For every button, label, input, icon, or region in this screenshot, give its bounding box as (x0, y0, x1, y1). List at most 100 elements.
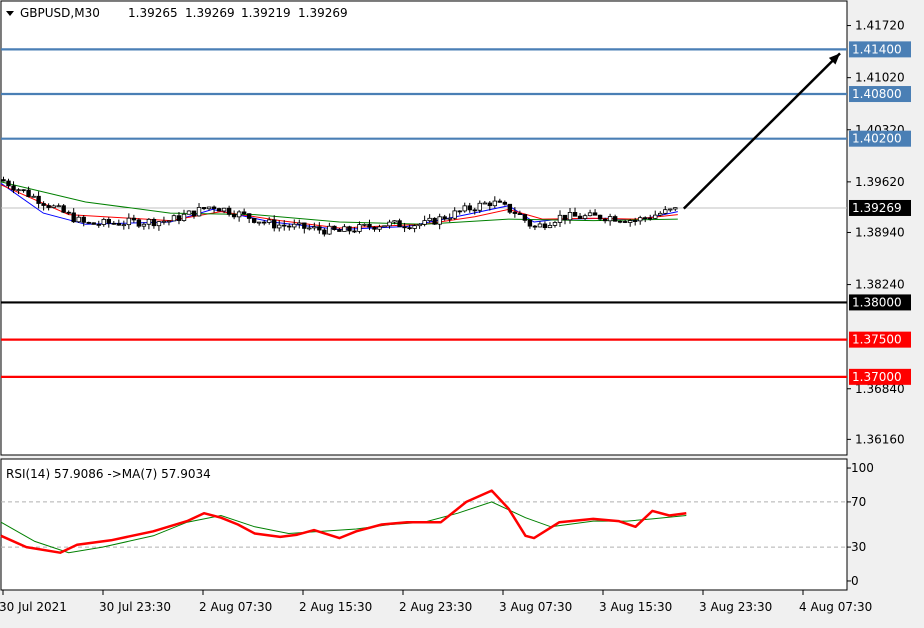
candle[interactable] (627, 218, 633, 227)
candle[interactable] (181, 209, 187, 222)
candle[interactable] (46, 203, 51, 211)
candle[interactable] (11, 181, 16, 194)
candle[interactable] (592, 209, 598, 216)
candle[interactable] (86, 221, 91, 224)
candle[interactable] (66, 210, 71, 215)
candle[interactable] (287, 223, 292, 231)
candle[interactable] (562, 214, 568, 225)
candle[interactable] (131, 214, 137, 223)
candle[interactable] (457, 210, 462, 215)
candle[interactable] (337, 227, 342, 232)
candle[interactable] (643, 216, 648, 223)
rsi-panel[interactable] (0, 458, 848, 591)
candle[interactable] (342, 224, 347, 232)
candle[interactable] (502, 200, 508, 206)
candle[interactable] (51, 204, 56, 209)
candle[interactable] (26, 186, 31, 198)
candle[interactable] (71, 208, 76, 223)
candle[interactable] (638, 215, 643, 225)
candle[interactable] (653, 210, 658, 219)
candle[interactable] (467, 202, 472, 213)
candle[interactable] (236, 210, 242, 222)
candle[interactable] (673, 207, 678, 212)
candle[interactable] (61, 203, 66, 214)
candle[interactable] (552, 220, 558, 228)
candle[interactable] (512, 207, 518, 218)
candle[interactable] (272, 215, 277, 232)
candle[interactable] (377, 224, 382, 232)
candle[interactable] (612, 214, 618, 222)
candle[interactable] (176, 212, 182, 225)
candle[interactable] (322, 228, 327, 237)
candle[interactable] (492, 196, 498, 209)
candle[interactable] (226, 205, 232, 217)
candle[interactable] (587, 209, 593, 217)
candle[interactable] (56, 203, 61, 208)
candle[interactable] (312, 222, 317, 231)
candle[interactable] (166, 220, 172, 226)
candle[interactable] (582, 213, 588, 221)
candle[interactable] (216, 207, 222, 212)
candle[interactable] (36, 191, 41, 209)
candle[interactable] (382, 225, 387, 228)
candle[interactable] (447, 213, 452, 223)
candle[interactable] (136, 218, 142, 229)
candle[interactable] (41, 201, 46, 211)
candle[interactable] (572, 207, 578, 217)
candle[interactable] (96, 220, 101, 228)
candle[interactable] (648, 214, 653, 221)
candle[interactable] (317, 222, 322, 234)
candle[interactable] (196, 203, 202, 217)
candle[interactable] (251, 218, 257, 224)
candle[interactable] (101, 217, 106, 227)
candle[interactable] (522, 213, 528, 223)
candle[interactable] (462, 202, 467, 213)
candle[interactable] (116, 219, 122, 226)
candle[interactable] (557, 210, 563, 227)
candle[interactable] (482, 200, 487, 205)
candle[interactable] (111, 221, 116, 225)
candle[interactable] (422, 215, 427, 227)
candle[interactable] (658, 211, 663, 217)
candle[interactable] (577, 213, 583, 219)
candle[interactable] (121, 220, 127, 230)
candle[interactable] (106, 217, 111, 228)
candle[interactable] (417, 223, 422, 229)
candle[interactable] (16, 188, 21, 195)
candle[interactable] (161, 216, 167, 225)
candle[interactable] (663, 206, 668, 215)
price-panel[interactable] (0, 0, 848, 456)
candle[interactable] (91, 222, 96, 225)
candle[interactable] (21, 189, 26, 193)
candle[interactable] (1, 176, 6, 182)
candle[interactable] (432, 217, 437, 225)
candle[interactable] (186, 210, 192, 215)
candle[interactable] (352, 227, 357, 234)
candle[interactable] (282, 220, 287, 231)
candle[interactable] (261, 220, 267, 226)
candle[interactable] (191, 210, 197, 219)
candle[interactable] (442, 214, 447, 221)
candle[interactable] (617, 220, 623, 224)
candle[interactable] (307, 224, 312, 231)
candle[interactable] (607, 213, 613, 226)
candle[interactable] (241, 208, 247, 216)
candle[interactable] (372, 226, 377, 232)
candle[interactable] (201, 207, 207, 211)
candle[interactable] (542, 221, 548, 231)
candle[interactable] (221, 207, 227, 214)
candle[interactable] (277, 220, 282, 232)
candle[interactable] (81, 215, 86, 227)
symbol-dropdown-icon[interactable] (6, 11, 14, 16)
candle[interactable] (567, 207, 573, 224)
candle[interactable] (477, 200, 482, 214)
candle[interactable] (347, 225, 352, 235)
candle[interactable] (507, 203, 513, 215)
candle[interactable] (357, 221, 362, 234)
candle[interactable] (547, 222, 553, 229)
candle[interactable] (497, 198, 503, 203)
candle[interactable] (452, 207, 457, 220)
candle[interactable] (141, 222, 147, 230)
candle[interactable] (597, 214, 603, 221)
candle[interactable] (31, 193, 36, 198)
